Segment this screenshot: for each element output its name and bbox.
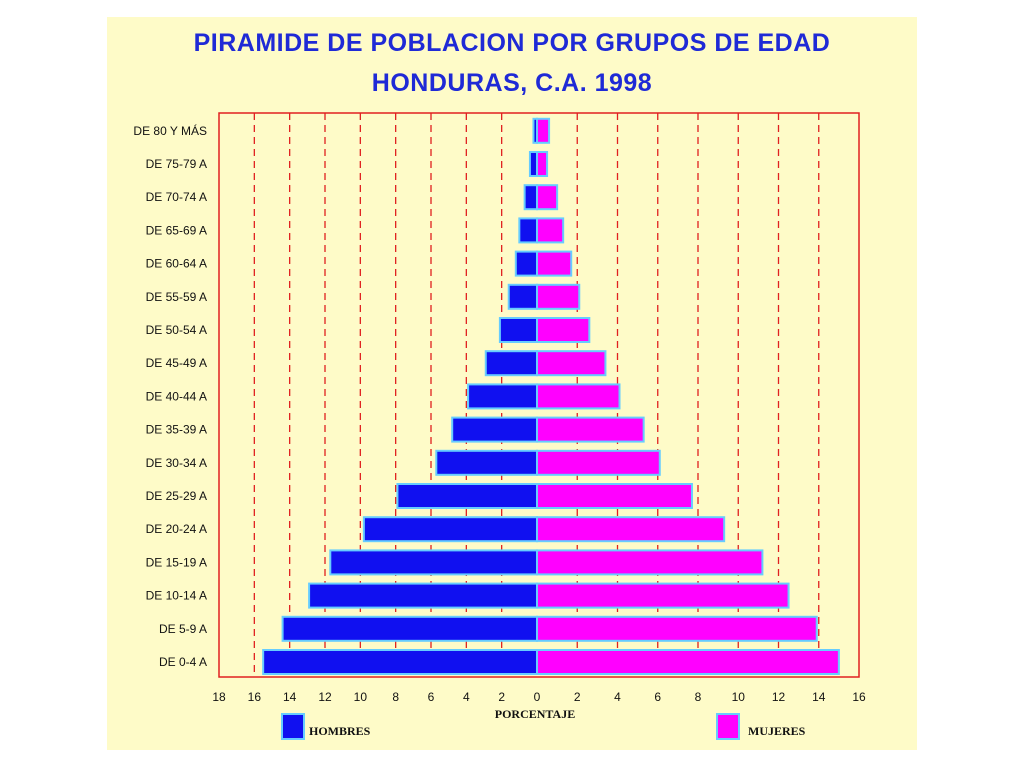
bar-hombres — [281, 615, 538, 642]
bar-mujeres — [536, 615, 818, 642]
bar-mujeres — [536, 184, 559, 211]
x-tick-label: 10 — [732, 690, 746, 704]
bar-hombres — [498, 317, 538, 343]
x-tick-label: 4 — [463, 690, 470, 704]
bar-hombres — [396, 483, 538, 509]
bar-mujeres — [536, 217, 565, 244]
category-label: DE 65-69 A — [146, 223, 207, 237]
category-label: DE 30-34 A — [146, 456, 207, 470]
x-tick-label: 8 — [695, 690, 702, 704]
category-label: DE 5-9 A — [159, 622, 207, 636]
population-pyramid-chart: DE 0-4 A DE 5-9 A DE 10-14 A DE 15-19 A DE 2… — [133, 112, 866, 740]
bar-mujeres — [536, 383, 621, 410]
bar-hombres — [308, 582, 538, 609]
category-label: DE 75-79 A — [146, 157, 207, 171]
category-label: DE 55-59 A — [146, 290, 207, 304]
x-tick-label: 14 — [283, 690, 297, 704]
category-label: DE 50-54 A — [146, 323, 207, 337]
bar-mujeres — [536, 117, 551, 144]
x-tick-label: 4 — [614, 690, 621, 704]
bar-mujeres — [536, 416, 645, 443]
category-label: DE 15-19 A — [146, 555, 207, 569]
slide-background: PIRAMIDE DE POBLACION POR GRUPOS DE EDAD… — [107, 17, 917, 750]
category-label: DE 60-64 A — [146, 257, 207, 271]
legend-swatch-mujeres — [716, 713, 740, 740]
bar-hombres — [528, 151, 538, 177]
bar-mujeres — [536, 516, 726, 543]
bars — [262, 117, 840, 675]
category-label: DE 10-14 A — [146, 589, 207, 603]
category-labels: DE 0-4 A DE 5-9 A DE 10-14 A DE 15-19 A DE 2… — [133, 123, 207, 669]
category-label: DE 80 Y MÁS — [133, 123, 207, 138]
bar-hombres — [507, 283, 539, 310]
bar-hombres — [484, 350, 538, 377]
x-tick-label: 6 — [428, 690, 435, 704]
bar-hombres — [262, 649, 539, 675]
category-label: DE 40-44 A — [146, 389, 207, 403]
x-tick-label: 6 — [654, 690, 661, 704]
bar-mujeres — [536, 250, 573, 277]
category-label: DE 0-4 A — [159, 655, 207, 669]
legend: HOMBRES MUJERES — [281, 713, 806, 740]
category-label: DE 45-49 A — [146, 356, 207, 370]
bar-mujeres — [536, 483, 693, 509]
legend-label-hombres: HOMBRES — [309, 724, 371, 738]
x-tick-label: 18 — [212, 690, 226, 704]
x-tick-label: 16 — [852, 690, 866, 704]
x-tick-label: 0 — [534, 690, 541, 704]
bar-hombres — [518, 217, 539, 244]
x-tick-label: 12 — [318, 690, 332, 704]
x-tick-label: 16 — [248, 690, 262, 704]
category-label: DE 35-39 A — [146, 423, 207, 437]
x-axis-title: PORCENTAJE — [495, 707, 575, 721]
bar-mujeres — [536, 549, 764, 576]
x-tick-label: 2 — [498, 690, 505, 704]
plot-frame — [218, 112, 860, 678]
chart-title: PIRAMIDE DE POBLACION POR GRUPOS DE EDAD — [193, 29, 831, 57]
bar-hombres — [362, 516, 538, 543]
x-tick-label: 10 — [354, 690, 368, 704]
category-label: DE 70-74 A — [146, 190, 207, 204]
bar-hombres — [435, 449, 538, 476]
legend-label-mujeres: MUJERES — [748, 724, 806, 738]
x-tick-label: 2 — [574, 690, 581, 704]
bar-hombres — [467, 383, 539, 410]
bar-hombres — [523, 184, 538, 211]
x-tick-label: 8 — [392, 690, 399, 704]
category-label: DE 25-29 A — [146, 489, 207, 503]
x-tick-label: 14 — [812, 690, 826, 704]
bar-mujeres — [536, 151, 549, 177]
bar-hombres — [451, 416, 539, 443]
x-tick-labels: 18 16 14 12 10 8 6 4 2 0 2 4 6 8 10 12 14 16 — [212, 690, 866, 704]
bar-hombres — [329, 549, 538, 576]
bar-hombres — [514, 250, 538, 277]
bar-mujeres — [536, 283, 581, 310]
legend-swatch-hombres — [281, 713, 305, 740]
bar-mujeres — [536, 350, 607, 377]
category-label: DE 20-24 A — [146, 522, 207, 536]
bar-mujeres — [536, 649, 840, 675]
bar-mujeres — [536, 317, 591, 343]
chart-subtitle: HONDURAS, C.A. 1998 — [371, 69, 653, 97]
bar-mujeres — [536, 582, 790, 609]
x-tick-label: 12 — [772, 690, 786, 704]
bar-mujeres — [536, 449, 661, 476]
